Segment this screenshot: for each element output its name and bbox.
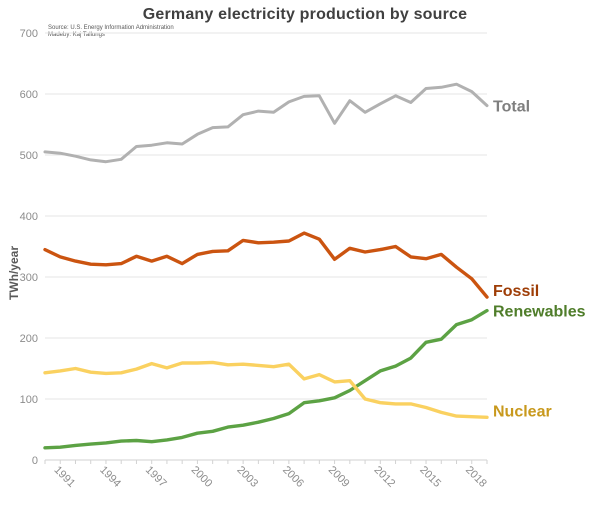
- x-tick-label: 2015: [417, 464, 443, 490]
- nuclear-series-label: Nuclear: [493, 403, 552, 420]
- x-tick-label: 2009: [326, 464, 352, 490]
- x-tick-label: 2018: [463, 464, 489, 490]
- y-tick-label: 400: [20, 211, 38, 223]
- nuclear-series-line: [43, 360, 489, 419]
- y-tick-label: 300: [20, 272, 38, 284]
- y-tick-label: 100: [20, 394, 38, 406]
- total-series-line: [43, 82, 489, 164]
- renewables-series-line: [43, 308, 489, 450]
- y-tick-label: 200: [20, 333, 38, 345]
- renewables-series-label: Renewables: [493, 304, 586, 321]
- y-tick-label: 0: [32, 455, 38, 467]
- y-tick-label: 600: [20, 89, 38, 101]
- fossil-series-label: Fossil: [493, 283, 539, 300]
- x-tick-label: 2003: [234, 464, 260, 490]
- total-series-label: Total: [493, 99, 530, 116]
- x-tick-label: 1991: [51, 464, 77, 490]
- x-tick-label: 2006: [280, 464, 306, 490]
- x-tick-label: 1994: [97, 464, 123, 490]
- source-note: Source: U.S. Energy Information Administ…: [48, 25, 174, 39]
- y-tick-label: 500: [20, 150, 38, 162]
- chart-title: Germany electricity production by source: [142, 6, 468, 23]
- fossil-series-line: [43, 231, 489, 299]
- x-tick-label: 2000: [189, 464, 215, 490]
- x-tick-label: 2012: [372, 464, 398, 490]
- credit-line: Madeby: Kaj Tallungs: [48, 32, 105, 38]
- source-line: Source: U.S. Energy Information Administ…: [48, 25, 174, 31]
- y-tick-label: 700: [20, 28, 38, 40]
- x-tick-label: 1997: [143, 464, 169, 490]
